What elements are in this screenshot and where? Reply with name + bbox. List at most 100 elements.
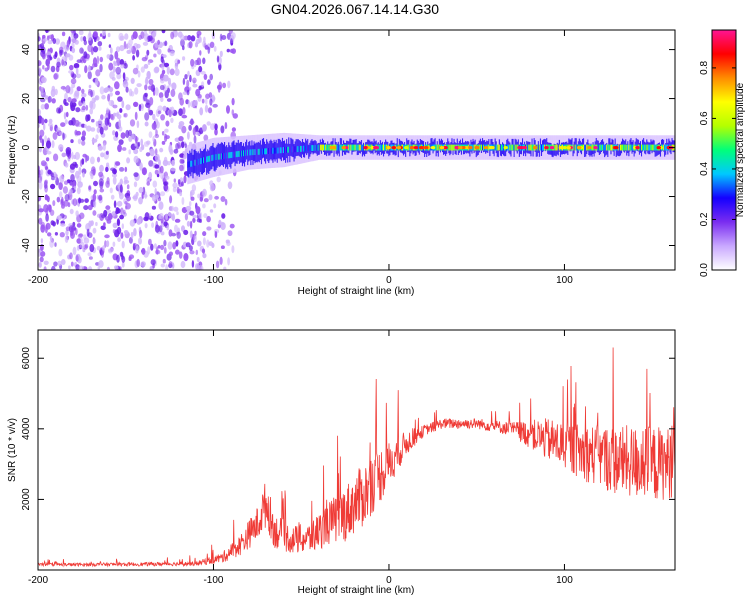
spectrogram-speckle — [38, 262, 42, 268]
ridge-core — [586, 144, 588, 151]
ridge-band — [396, 138, 398, 150]
spectrogram-speckle — [100, 152, 105, 158]
spectrogram-speckle — [99, 164, 104, 172]
spectrogram-speckle — [88, 185, 91, 190]
ridge-core — [350, 144, 352, 151]
ridge-core — [312, 145, 314, 151]
spectrogram-speckle — [162, 258, 166, 264]
spectrogram-speckle — [68, 265, 71, 270]
spectrogram-speckle — [231, 109, 235, 116]
ridge-core — [556, 144, 558, 151]
spectrogram-speckle — [63, 199, 69, 207]
spectrogram-speckle — [61, 196, 64, 205]
ridge-band — [333, 145, 335, 157]
spectrogram-speckle — [128, 237, 133, 244]
ridge-core — [273, 147, 275, 154]
spectrogram-speckle — [74, 39, 79, 45]
spectrogram-speckle — [172, 242, 177, 250]
spectrogram-speckle — [63, 112, 67, 120]
spectrogram-speckle — [120, 232, 124, 239]
spectrogram-speckle — [78, 197, 82, 204]
ridge-core — [261, 148, 264, 155]
spectrogram-speckle — [98, 178, 104, 187]
spectrogram-speckle — [63, 180, 69, 185]
ridge-core — [572, 144, 574, 151]
spectrogram-speckle — [51, 176, 55, 181]
spectrogram-speckle — [194, 230, 197, 236]
ridge-peak — [558, 146, 563, 150]
ridge-core — [610, 144, 612, 151]
spectrogram-speckle — [160, 231, 165, 236]
spectrogram-speckle — [99, 188, 105, 193]
ridge-core — [235, 151, 237, 158]
ridge-core — [269, 148, 271, 154]
spectrogram-speckle — [48, 204, 52, 213]
spectrogram-speckle — [65, 147, 72, 155]
spectrogram-speckle — [179, 164, 184, 172]
spectrogram-speckle — [75, 67, 79, 75]
spectrogram-speckle — [177, 59, 181, 64]
ridge-core — [495, 144, 497, 151]
spectrogram-speckle — [133, 228, 137, 237]
spectrogram-speckle — [115, 46, 121, 53]
spectrogram-speckle — [214, 123, 218, 131]
ridge-core — [319, 144, 322, 151]
spectrogram-speckle — [109, 187, 113, 194]
ridge-band — [671, 138, 673, 150]
spectrogram-speckle — [184, 213, 188, 221]
ridge-core — [307, 145, 309, 152]
spectrogram-speckle — [81, 93, 87, 98]
spectrogram-speckle — [209, 98, 213, 106]
spectrogram-speckle — [92, 63, 96, 68]
ridge-core — [206, 156, 208, 163]
spectrogram-speckle — [179, 158, 184, 164]
ridge-peak — [519, 146, 524, 150]
spectrogram-speckle — [88, 65, 91, 73]
ridge-peak — [419, 146, 424, 150]
ridge-core — [203, 157, 205, 164]
ridge-core — [221, 153, 224, 160]
ridge-core — [605, 144, 607, 151]
spectrogram-speckle — [128, 256, 132, 262]
ridge-core — [617, 144, 620, 151]
ridge-core — [238, 150, 241, 157]
ridge-core — [512, 144, 514, 151]
ridge-core — [642, 144, 644, 151]
spectrogram-speckle — [132, 67, 139, 75]
spectrogram-speckle — [82, 172, 85, 178]
ridge-peak — [468, 146, 473, 150]
spectrogram-speckle — [56, 61, 61, 68]
spectrogram-speckle — [219, 256, 223, 265]
spectrogram-speckle — [126, 157, 131, 164]
spectrogram-speckle — [101, 94, 106, 100]
ridge-core — [210, 155, 212, 162]
spectrogram-speckle — [163, 74, 169, 82]
spectrogram-speckle — [138, 104, 142, 112]
ridge-core — [268, 148, 270, 154]
ridge-core — [339, 144, 342, 151]
ridge-core — [198, 158, 200, 165]
ridge-band — [591, 145, 593, 157]
ridge-band — [469, 144, 471, 157]
ridge-core — [359, 144, 362, 151]
spectrogram-speckle — [202, 203, 206, 209]
colorbar-tick-label: 0.2 — [699, 212, 710, 226]
snr-x-tick-label: -100 — [203, 575, 223, 586]
spectrogram-speckle — [157, 245, 161, 249]
ridge-peak — [424, 146, 429, 150]
ridge-core — [435, 144, 437, 151]
spectrogram-speckle — [101, 249, 104, 258]
spectrogram-speckle — [108, 62, 114, 71]
ridge-core — [361, 144, 364, 151]
ridge-core — [194, 159, 196, 166]
spectrogram-speckle — [78, 265, 85, 270]
spectrogram-speckle — [133, 181, 138, 188]
ridge-band — [451, 138, 453, 151]
ridge-core — [254, 149, 256, 155]
spectrogram-speckle — [74, 119, 80, 127]
spectrogram-speckle — [182, 107, 186, 115]
ridge-core — [251, 149, 253, 156]
ridge-core — [338, 144, 341, 151]
ridge-core — [665, 144, 667, 151]
ridge-core — [479, 144, 482, 151]
